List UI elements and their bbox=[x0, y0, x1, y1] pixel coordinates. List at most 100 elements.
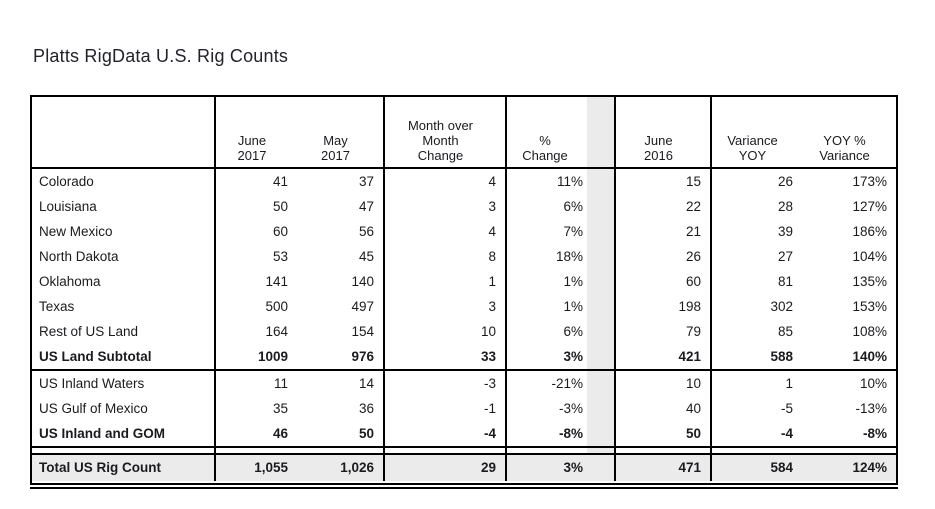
shaded-spacer-column bbox=[587, 319, 616, 344]
cell-month-over-month: 10 bbox=[385, 319, 507, 344]
rig-counts-table: June 2017 May 2017 Month over Month Chan… bbox=[30, 95, 898, 485]
cell-variance-yoy: 1 bbox=[785, 376, 793, 391]
cell-june-2017: 60 bbox=[272, 224, 288, 239]
cell-month-over-month: -1 bbox=[385, 396, 507, 421]
cell-month-over-month: -3 bbox=[385, 371, 507, 396]
cell-yoy-percent: 173% bbox=[852, 174, 887, 189]
cell-june-2017: 141 bbox=[265, 274, 288, 289]
shaded-spacer-column bbox=[587, 244, 616, 269]
cell-region-label: Louisiana bbox=[32, 194, 216, 219]
shaded-spacer-column bbox=[587, 455, 616, 481]
cell-month-over-month: 3 bbox=[385, 194, 507, 219]
cell-variance-yoy: 27 bbox=[777, 249, 793, 264]
cell-month-over-month: 3 bbox=[385, 294, 507, 319]
cell-month-over-month: -4 bbox=[385, 421, 507, 446]
cell-may-2017: 56 bbox=[297, 219, 385, 244]
column-header-month-over-month: Month over Month Change bbox=[385, 97, 507, 167]
cell-region-label: US Inland Waters bbox=[32, 371, 216, 396]
cell-percent-change: 1% bbox=[563, 274, 583, 289]
cell-june-2016: 15 bbox=[616, 169, 712, 194]
cell-may-2017: 37 bbox=[297, 169, 385, 194]
cell-june-2016: 198 bbox=[616, 294, 712, 319]
cell-june-2017: 1009 bbox=[257, 349, 288, 364]
cell-percent-change: 7% bbox=[563, 224, 583, 239]
cell-yoy-percent: -13% bbox=[855, 401, 887, 416]
cell-month-over-month: 29 bbox=[385, 455, 507, 481]
table-row: US Gulf of Mexico 35 36 -1 -3% 40 -5 -13… bbox=[32, 396, 896, 421]
table-row: Colorado 41 37 4 11% 15 26 173% bbox=[32, 169, 896, 194]
cell-may-2017: 140 bbox=[297, 269, 385, 294]
cell-june-2017: 53 bbox=[272, 249, 288, 264]
cell-region-label: US Land Subtotal bbox=[32, 344, 216, 369]
shaded-spacer-column bbox=[587, 396, 616, 421]
cell-june-2016: 471 bbox=[616, 455, 712, 481]
shaded-spacer-column bbox=[587, 97, 616, 167]
cell-june-2016: 40 bbox=[616, 396, 712, 421]
cell-variance-yoy: 588 bbox=[770, 349, 793, 364]
table-row: US Inland Waters 11 14 -3 -21% 10 1 10% bbox=[32, 371, 896, 396]
cell-yoy-percent: 135% bbox=[852, 274, 887, 289]
cell-may-2017: 36 bbox=[297, 396, 385, 421]
cell-june-2016: 50 bbox=[616, 421, 712, 446]
cell-june-2016: 10 bbox=[616, 371, 712, 396]
cell-variance-yoy: -4 bbox=[780, 426, 793, 441]
cell-month-over-month: 1 bbox=[385, 269, 507, 294]
column-header-region bbox=[32, 97, 216, 167]
cell-region-label: New Mexico bbox=[32, 219, 216, 244]
shaded-spacer-column bbox=[587, 169, 616, 194]
total-section: Total US Rig Count 1,055 1,026 29 3% 471… bbox=[32, 453, 896, 481]
table-row: North Dakota 53 45 8 18% 26 27 104% bbox=[32, 244, 896, 269]
offshore-section: US Inland Waters 11 14 -3 -21% 10 1 10% … bbox=[32, 371, 896, 448]
column-header-variance-yoy: Variance YOY bbox=[727, 133, 778, 163]
cell-percent-change: 11% bbox=[556, 174, 583, 189]
table-header-row: June 2017 May 2017 Month over Month Chan… bbox=[32, 97, 896, 169]
shaded-spacer-column bbox=[587, 344, 616, 369]
table-row: US Land Subtotal 1009 976 33 3% 421 588 … bbox=[32, 344, 896, 369]
column-header-may-2017: May 2017 bbox=[297, 97, 385, 167]
cell-variance-yoy: 81 bbox=[777, 274, 793, 289]
cell-june-2017: 35 bbox=[272, 401, 288, 416]
cell-region-label: North Dakota bbox=[32, 244, 216, 269]
cell-percent-change: -21% bbox=[551, 376, 583, 391]
shaded-spacer-column bbox=[587, 269, 616, 294]
table-row: Rest of US Land 164 154 10 6% 79 85 108% bbox=[32, 319, 896, 344]
cell-yoy-percent: 140% bbox=[852, 349, 887, 364]
cell-variance-yoy: 302 bbox=[770, 299, 793, 314]
cell-percent-change: 6% bbox=[563, 199, 583, 214]
cell-month-over-month: 4 bbox=[385, 219, 507, 244]
cell-percent-change: 1% bbox=[563, 299, 583, 314]
cell-june-2016: 26 bbox=[616, 244, 712, 269]
shaded-spacer-column bbox=[587, 421, 616, 446]
separator-cell bbox=[802, 448, 896, 453]
cell-may-2017: 45 bbox=[297, 244, 385, 269]
cell-june-2017: 500 bbox=[265, 299, 288, 314]
separator-row bbox=[32, 448, 896, 453]
shaded-spacer-column bbox=[587, 294, 616, 319]
cell-percent-change: -8% bbox=[558, 426, 583, 441]
cell-region-label: Colorado bbox=[32, 169, 216, 194]
table-row: Oklahoma 141 140 1 1% 60 81 135% bbox=[32, 269, 896, 294]
cell-june-2016: 60 bbox=[616, 269, 712, 294]
column-header-yoy-percent: YOY % Variance bbox=[819, 133, 870, 163]
cell-percent-change: -3% bbox=[558, 401, 583, 416]
cell-yoy-percent: 153% bbox=[852, 299, 887, 314]
cell-variance-yoy: 28 bbox=[777, 199, 793, 214]
separator-cell bbox=[616, 448, 712, 453]
cell-percent-change: 3% bbox=[563, 460, 583, 475]
cell-june-2017: 46 bbox=[272, 426, 288, 441]
cell-yoy-percent: -8% bbox=[862, 426, 887, 441]
page-title: Platts RigData U.S. Rig Counts bbox=[33, 46, 289, 66]
cell-region-label: Oklahoma bbox=[32, 269, 216, 294]
cell-june-2017: 11 bbox=[273, 376, 288, 391]
cell-yoy-percent: 124% bbox=[852, 460, 887, 475]
cell-percent-change: 3% bbox=[563, 349, 583, 364]
shaded-spacer-column bbox=[587, 371, 616, 396]
cell-june-2016: 22 bbox=[616, 194, 712, 219]
cell-region-label: US Gulf of Mexico bbox=[32, 396, 216, 421]
cell-june-2017: 164 bbox=[265, 324, 288, 339]
column-header-june-2017: June 2017 bbox=[237, 133, 267, 163]
separator-cell bbox=[385, 448, 507, 453]
cell-may-2017: 50 bbox=[297, 421, 385, 446]
cell-variance-yoy: -5 bbox=[780, 401, 793, 416]
cell-variance-yoy: 85 bbox=[777, 324, 793, 339]
